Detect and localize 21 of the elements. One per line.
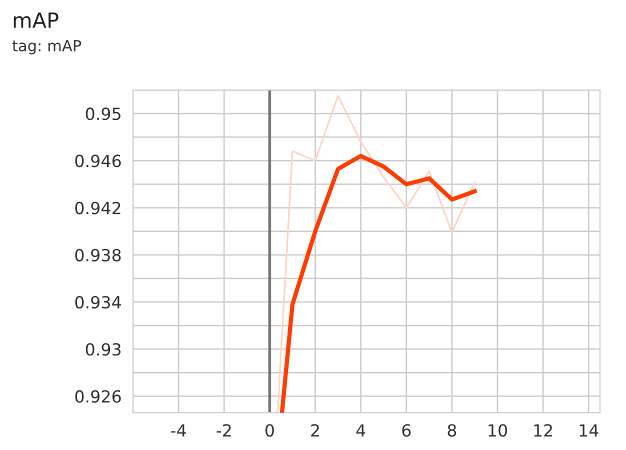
x-tick-label: 0 — [265, 424, 274, 437]
y-tick-label: 0.942 — [75, 202, 120, 214]
y-tick-label: 0.938 — [75, 248, 121, 262]
y-tick-label: 0.93 — [86, 343, 121, 356]
x-tick-label: 12 — [534, 424, 552, 436]
line-series — [280, 154, 477, 413]
line-series — [276, 95, 476, 413]
x-tick-label: 8 — [448, 424, 456, 437]
y-tick-label: 0.934 — [75, 296, 121, 309]
x-tick-label: 4 — [356, 424, 366, 436]
chart-subtitle: tag: mAP — [12, 40, 82, 54]
x-tick-label: -2 — [216, 424, 231, 436]
x-tick-label: -4 — [171, 424, 186, 436]
chart-title: mAP — [14, 12, 58, 28]
x-tick-label: 10 — [488, 424, 507, 437]
x-tick-label: 14 — [580, 424, 598, 436]
y-tick-label: 0.946 — [75, 154, 121, 168]
x-tick-label: 2 — [311, 424, 319, 436]
y-tick-label: 0.95 — [86, 108, 120, 120]
x-tick-label: 6 — [402, 424, 411, 437]
y-tick-label: 0.926 — [75, 390, 121, 403]
